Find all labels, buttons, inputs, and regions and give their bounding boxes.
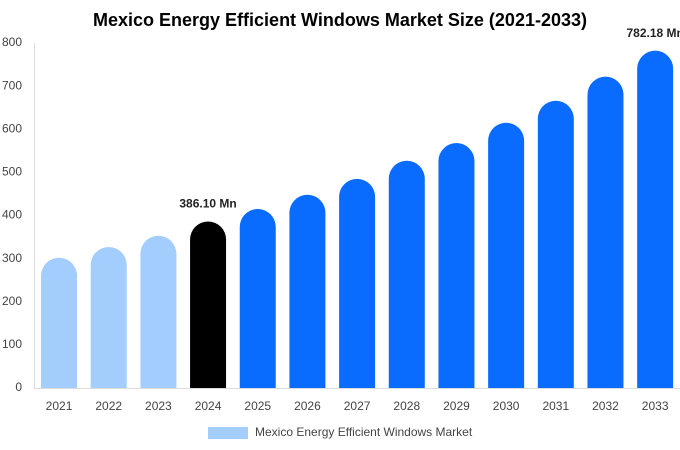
x-tick-label: 2022 xyxy=(95,399,122,413)
y-tick-label: 800 xyxy=(2,35,22,49)
bar xyxy=(190,221,227,388)
x-tick-label: 2023 xyxy=(145,399,172,413)
value-label: 386.10 Mn xyxy=(179,197,236,211)
x-tick-label: 2031 xyxy=(542,399,569,413)
y-tick-label: 0 xyxy=(15,380,22,394)
x-tick-label: 2021 xyxy=(46,399,73,413)
bar xyxy=(488,122,525,389)
y-tick-label: 500 xyxy=(2,165,22,179)
y-tick-label: 700 xyxy=(2,78,22,92)
x-tick-label: 2025 xyxy=(244,399,271,413)
y-tick-label: 200 xyxy=(2,294,22,308)
bar xyxy=(41,257,78,388)
bar xyxy=(339,178,376,388)
legend-swatch xyxy=(208,427,248,439)
x-tick-label: 2028 xyxy=(393,399,420,413)
legend-label: Mexico Energy Efficient Windows Market xyxy=(255,425,473,439)
bar xyxy=(438,143,475,388)
x-tick-label: 2029 xyxy=(443,399,470,413)
value-label: 782.18 Mn xyxy=(626,26,680,40)
bar xyxy=(239,209,276,388)
x-tick-label: 2026 xyxy=(294,399,321,413)
x-tick-label: 2027 xyxy=(344,399,371,413)
bar xyxy=(90,246,127,388)
y-tick-label: 400 xyxy=(2,208,22,222)
x-tick-label: 2030 xyxy=(493,399,520,413)
bar xyxy=(587,76,624,388)
bar xyxy=(537,100,574,388)
bar xyxy=(388,160,425,388)
y-tick-label: 300 xyxy=(2,251,22,265)
bar xyxy=(289,194,326,388)
chart-title: Mexico Energy Efficient Windows Market S… xyxy=(93,10,587,30)
y-tick-label: 100 xyxy=(2,337,22,351)
bar xyxy=(637,50,674,388)
x-tick-label: 2033 xyxy=(642,399,669,413)
x-tick-label: 2024 xyxy=(195,399,222,413)
x-tick-label: 2032 xyxy=(592,399,619,413)
bar xyxy=(140,235,177,388)
y-tick-label: 600 xyxy=(2,121,22,135)
